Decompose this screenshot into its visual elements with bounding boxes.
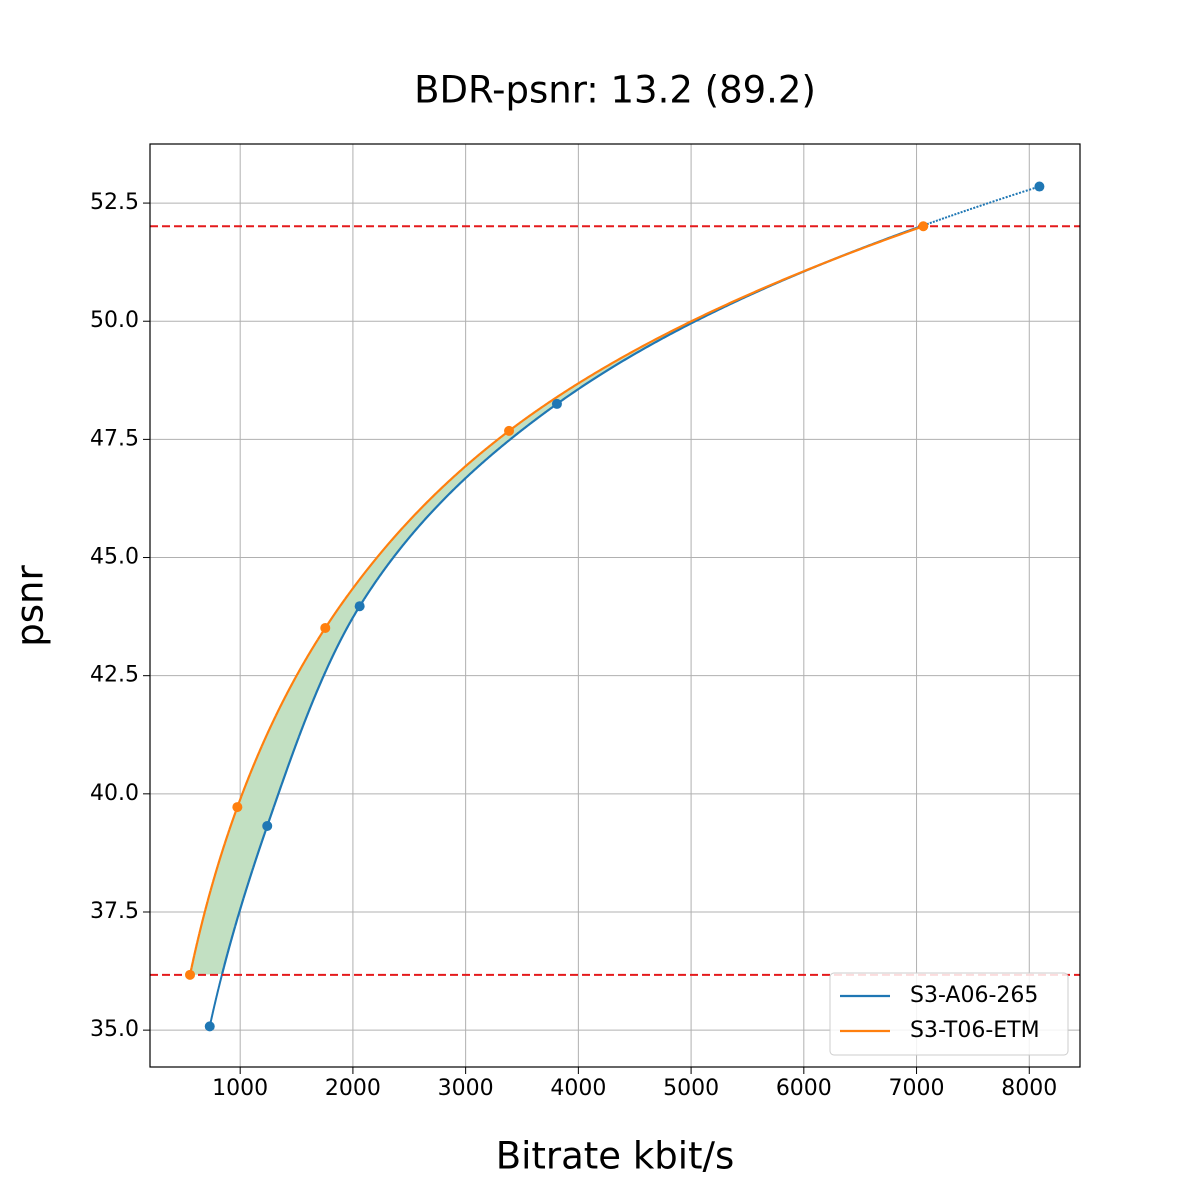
fit-curve-extrapolated [208, 185, 1040, 1027]
fit-curve [188, 225, 924, 976]
x-tick-label: 3000 [438, 1076, 494, 1101]
data-point [232, 802, 243, 813]
y-tick-label: 37.5 [90, 899, 139, 924]
legend-label: S3-A06-265 [910, 983, 1038, 1008]
x-tick-label: 1000 [212, 1076, 268, 1101]
x-tick-label: 7000 [889, 1076, 945, 1101]
chart-title: BDR-psnr: 13.2 (89.2) [414, 69, 816, 112]
y-tick-label: 42.5 [90, 663, 139, 688]
x-axis-label: Bitrate kbit/s [496, 1135, 735, 1178]
data-point [1034, 181, 1045, 192]
data-point [504, 425, 515, 436]
x-tick-label: 5000 [663, 1076, 719, 1101]
data-point [262, 820, 273, 831]
plot-frame [149, 143, 1081, 1068]
y-tick-label: 52.5 [90, 190, 139, 215]
y-tick-label: 47.5 [90, 426, 139, 451]
legend: S3-A06-265 S3-T06-ETM [829, 972, 1069, 1056]
x-tick-label: 4000 [550, 1076, 606, 1101]
data-point [185, 969, 196, 980]
y-tick-label: 40.0 [90, 781, 139, 806]
legend-label: S3-T06-ETM [910, 1018, 1040, 1043]
y-tick-label: 45.0 [90, 545, 139, 570]
x-tick-label: 6000 [776, 1076, 832, 1101]
data-point [354, 601, 365, 612]
data-point [320, 622, 331, 633]
x-tick-label: 8000 [1001, 1076, 1057, 1101]
y-tick-label: 35.0 [90, 1017, 139, 1042]
legend-box [829, 972, 1069, 1056]
y-tick-label: 50.0 [90, 308, 139, 333]
fit-curve [221, 225, 922, 975]
data-point [204, 1021, 215, 1032]
data-point [918, 221, 929, 232]
y-axis-label: psnr [9, 565, 52, 647]
x-tick-label: 2000 [325, 1076, 381, 1101]
data-point [551, 398, 562, 409]
bd-fill [190, 226, 924, 975]
